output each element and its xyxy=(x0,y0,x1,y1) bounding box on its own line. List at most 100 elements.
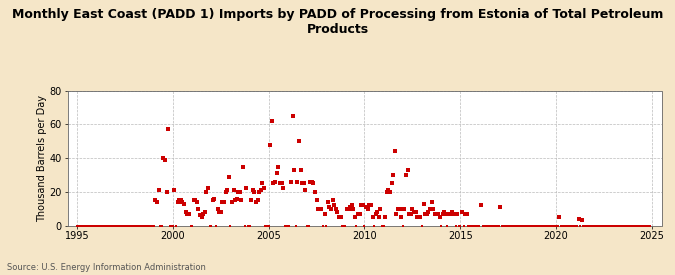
Point xyxy=(551,223,562,228)
Point xyxy=(447,210,458,214)
Point xyxy=(173,198,184,202)
Point xyxy=(185,223,196,228)
Point xyxy=(452,211,462,216)
Point xyxy=(564,223,574,228)
Point xyxy=(343,207,354,211)
Point xyxy=(212,207,223,211)
Point xyxy=(294,139,304,144)
Point xyxy=(610,223,620,228)
Point xyxy=(504,223,515,228)
Point xyxy=(163,127,173,132)
Point xyxy=(227,200,238,204)
Point xyxy=(423,210,434,214)
Point xyxy=(406,211,416,216)
Point xyxy=(279,223,290,228)
Point xyxy=(281,223,292,228)
Point xyxy=(482,223,493,228)
Point xyxy=(136,223,146,228)
Point xyxy=(88,223,99,228)
Point xyxy=(388,173,399,177)
Point xyxy=(91,223,102,228)
Point xyxy=(330,207,341,211)
Point xyxy=(458,223,469,228)
Point xyxy=(485,223,496,228)
Point xyxy=(393,207,404,211)
Point xyxy=(461,211,472,216)
Point xyxy=(273,164,284,169)
Point xyxy=(552,223,563,228)
Point xyxy=(481,223,491,228)
Point xyxy=(353,211,364,216)
Point xyxy=(298,181,309,186)
Point xyxy=(166,223,177,228)
Point xyxy=(385,190,396,194)
Point xyxy=(311,198,322,202)
Point xyxy=(244,223,255,228)
Point xyxy=(509,223,520,228)
Point xyxy=(313,207,323,211)
Point xyxy=(566,223,577,228)
Point xyxy=(221,188,232,192)
Point xyxy=(594,223,605,228)
Point xyxy=(267,119,277,123)
Point xyxy=(89,223,100,228)
Point xyxy=(412,215,423,219)
Point xyxy=(205,223,215,228)
Point xyxy=(618,223,628,228)
Point xyxy=(282,223,293,228)
Point xyxy=(568,223,579,228)
Point xyxy=(574,223,585,228)
Point xyxy=(493,223,504,228)
Point xyxy=(373,215,384,219)
Point xyxy=(369,223,379,228)
Point xyxy=(177,200,188,204)
Point xyxy=(370,211,381,216)
Point xyxy=(502,223,512,228)
Point xyxy=(619,223,630,228)
Point xyxy=(508,223,518,228)
Point xyxy=(150,198,161,202)
Point xyxy=(433,211,443,216)
Point xyxy=(425,207,435,211)
Point xyxy=(104,223,115,228)
Point xyxy=(345,205,356,209)
Point xyxy=(491,223,502,228)
Point xyxy=(131,223,142,228)
Point xyxy=(78,223,89,228)
Point xyxy=(439,210,450,214)
Point xyxy=(159,158,170,162)
Point xyxy=(599,223,610,228)
Point xyxy=(332,210,343,214)
Point xyxy=(146,223,157,228)
Point xyxy=(454,223,464,228)
Point xyxy=(495,205,506,209)
Point xyxy=(643,223,654,228)
Point xyxy=(196,215,207,219)
Point xyxy=(627,223,638,228)
Point xyxy=(217,200,227,204)
Point xyxy=(431,211,441,216)
Point xyxy=(252,198,263,202)
Point xyxy=(84,223,95,228)
Point xyxy=(487,223,497,228)
Point xyxy=(443,211,454,216)
Point xyxy=(529,223,539,228)
Point xyxy=(607,223,618,228)
Point xyxy=(134,223,144,228)
Point xyxy=(597,223,608,228)
Point xyxy=(234,190,245,194)
Point xyxy=(132,223,143,228)
Point xyxy=(259,186,269,191)
Point xyxy=(420,211,431,216)
Point xyxy=(316,207,327,211)
Point xyxy=(169,188,180,192)
Point xyxy=(306,180,317,184)
Point xyxy=(116,223,127,228)
Point xyxy=(289,168,300,172)
Point xyxy=(268,181,279,186)
Point xyxy=(121,223,132,228)
Point xyxy=(300,188,311,192)
Point xyxy=(172,200,183,204)
Point xyxy=(325,207,336,211)
Point xyxy=(271,171,282,175)
